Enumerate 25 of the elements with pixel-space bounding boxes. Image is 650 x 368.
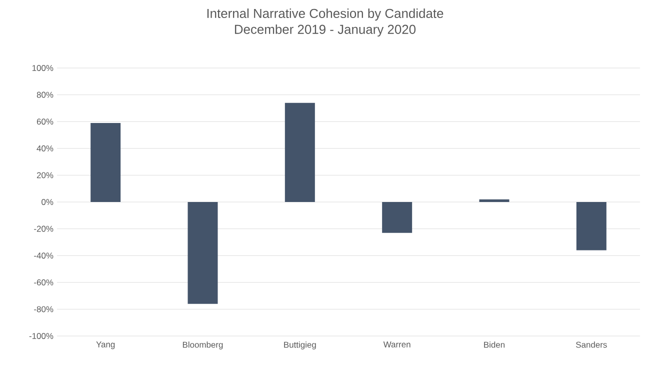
x-tick-label: Sanders xyxy=(576,342,607,348)
x-tick-label: Warren xyxy=(383,342,410,348)
y-tick-label: 20% xyxy=(36,172,54,178)
y-tick-label: 100% xyxy=(32,65,54,71)
x-tick-label: Bloomberg xyxy=(182,342,223,350)
chart-title: Internal Narrative Cohesion by Candidate xyxy=(207,8,444,21)
bar xyxy=(188,202,218,304)
x-tick-label: Buttigieg xyxy=(284,342,316,350)
y-tick-label: 60% xyxy=(36,118,54,125)
y-tick-label: 0% xyxy=(42,199,54,205)
y-tick-label: -20% xyxy=(34,226,54,232)
y-tick-label: -40% xyxy=(34,252,54,259)
y-tick-label: -80% xyxy=(34,306,54,312)
bar xyxy=(382,202,412,233)
y-tick-label: 40% xyxy=(36,145,54,152)
bar xyxy=(90,122,121,202)
bar xyxy=(479,199,510,202)
y-tick-label: 80% xyxy=(36,92,54,98)
y-tick-label: -60% xyxy=(34,279,54,286)
x-tick-label: Yang xyxy=(96,342,115,350)
y-tick-label: -100% xyxy=(29,333,54,339)
bar xyxy=(284,102,315,202)
x-tick-label: Biden xyxy=(484,342,505,348)
bar xyxy=(576,202,606,250)
chart-subtitle: December 2019 - January 2020 xyxy=(234,24,416,37)
